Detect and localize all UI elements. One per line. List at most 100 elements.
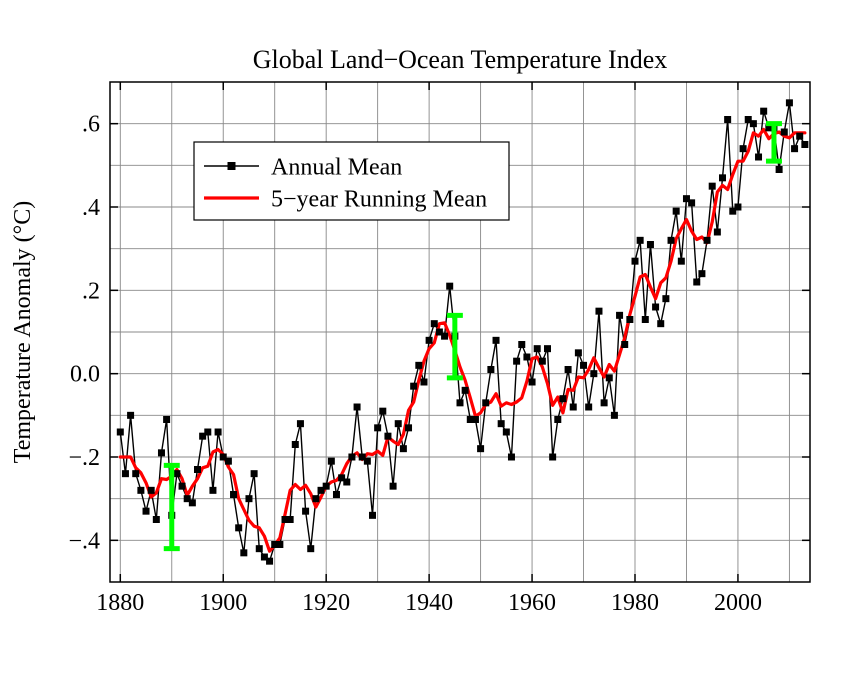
series-annual-marker xyxy=(498,420,505,427)
series-annual-marker xyxy=(601,399,608,406)
series-annual-marker xyxy=(158,449,165,456)
series-annual-marker xyxy=(462,387,469,394)
series-annual-marker xyxy=(426,337,433,344)
series-annual-marker xyxy=(328,458,335,465)
series-annual-marker xyxy=(668,237,675,244)
series-annual-marker xyxy=(374,424,381,431)
x-tick-label: 1960 xyxy=(508,590,556,616)
series-annual-marker xyxy=(642,316,649,323)
series-annual-marker xyxy=(240,549,247,556)
series-annual-marker xyxy=(302,508,309,515)
series-annual-marker xyxy=(137,487,144,494)
series-annual-marker xyxy=(127,412,134,419)
series-annual-marker xyxy=(493,337,500,344)
series-annual-marker xyxy=(215,429,222,436)
y-tick-label: −.4 xyxy=(68,528,100,554)
series-annual-marker xyxy=(688,199,695,206)
series-annual-marker xyxy=(709,183,716,190)
series-annual-marker xyxy=(410,383,417,390)
x-tick-label: 1920 xyxy=(302,590,350,616)
series-annual-marker xyxy=(580,362,587,369)
chart-container: 1880190019201940196019802000−.4−.20.0.2.… xyxy=(0,0,860,673)
series-annual-marker xyxy=(446,283,453,290)
series-annual-marker xyxy=(395,420,402,427)
series-annual-marker xyxy=(549,454,556,461)
legend-label: 5−year Running Mean xyxy=(271,186,487,212)
x-tick-label: 1940 xyxy=(405,590,453,616)
y-tick-label: .6 xyxy=(82,112,100,138)
series-annual-marker xyxy=(719,174,726,181)
series-annual-marker xyxy=(266,558,273,565)
series-annual-marker xyxy=(781,129,788,136)
series-annual-marker xyxy=(714,229,721,236)
series-annual-marker xyxy=(256,545,263,552)
series-annual-marker xyxy=(209,487,216,494)
series-annual-marker xyxy=(251,470,258,477)
series-annual-marker xyxy=(287,516,294,523)
series-annual-marker xyxy=(621,341,628,348)
x-tick-label: 1980 xyxy=(611,590,659,616)
y-tick-label: .2 xyxy=(82,278,100,304)
series-annual-marker xyxy=(508,454,515,461)
series-annual-marker xyxy=(431,320,438,327)
series-annual-marker xyxy=(590,370,597,377)
series-annual-marker xyxy=(354,404,361,411)
x-tick-label: 2000 xyxy=(714,590,762,616)
legend: Annual Mean 5−year Running Mean xyxy=(194,142,509,220)
series-annual-marker xyxy=(565,366,572,373)
series-annual-marker xyxy=(472,416,479,423)
series-annual-marker xyxy=(595,308,602,315)
series-annual-marker xyxy=(348,454,355,461)
series-annual-marker xyxy=(559,395,566,402)
series-annual-marker xyxy=(245,495,252,502)
series-annual-marker xyxy=(225,458,232,465)
series-annual-marker xyxy=(554,416,561,423)
series-annual-marker xyxy=(487,366,494,373)
series-annual-marker xyxy=(235,524,242,531)
series-annual-marker xyxy=(760,108,767,115)
series-annual-marker xyxy=(364,458,371,465)
series-annual-marker xyxy=(415,362,422,369)
series-annual-marker xyxy=(570,404,577,411)
y-tick-label: −.2 xyxy=(68,445,100,471)
series-annual-marker xyxy=(513,358,520,365)
series-annual-marker xyxy=(637,237,644,244)
series-annual-marker xyxy=(606,374,613,381)
series-annual-marker xyxy=(698,270,705,277)
series-annual-marker xyxy=(312,495,319,502)
series-annual-marker xyxy=(477,445,484,452)
series-annual-marker xyxy=(163,416,170,423)
series-annual-marker xyxy=(518,341,525,348)
series-annual-marker xyxy=(652,304,659,311)
series-annual-marker xyxy=(189,499,196,506)
series-annual-marker xyxy=(390,483,397,490)
series-annual-marker xyxy=(529,379,536,386)
series-annual-marker xyxy=(179,483,186,490)
x-tick-label: 1880 xyxy=(96,590,144,616)
series-annual-marker xyxy=(148,487,155,494)
x-tick-label: 1900 xyxy=(199,590,247,616)
series-annual-marker xyxy=(292,441,299,448)
series-annual-marker xyxy=(457,399,464,406)
chart-title: Global Land−Ocean Temperature Index xyxy=(253,45,667,74)
series-annual-marker xyxy=(369,512,376,519)
series-annual-marker xyxy=(724,116,731,123)
series-annual-marker xyxy=(740,145,747,152)
series-annual-marker xyxy=(632,258,639,265)
series-annual-marker xyxy=(117,429,124,436)
series-annual-marker xyxy=(132,470,139,477)
temperature-chart: 1880190019201940196019802000−.4−.20.0.2.… xyxy=(0,0,860,673)
series-annual-marker xyxy=(297,420,304,427)
series-annual-marker xyxy=(323,483,330,490)
y-tick-label: .4 xyxy=(82,195,100,221)
series-annual-marker xyxy=(544,345,551,352)
legend-label: Annual Mean xyxy=(271,154,402,180)
series-annual-marker xyxy=(276,541,283,548)
series-annual-marker xyxy=(575,349,582,356)
series-annual-marker xyxy=(441,333,448,340)
series-annual-marker xyxy=(307,545,314,552)
series-annual-marker xyxy=(333,491,340,498)
series-annual-marker xyxy=(204,429,211,436)
series-annual-marker xyxy=(611,412,618,419)
series-annual-marker xyxy=(534,345,541,352)
